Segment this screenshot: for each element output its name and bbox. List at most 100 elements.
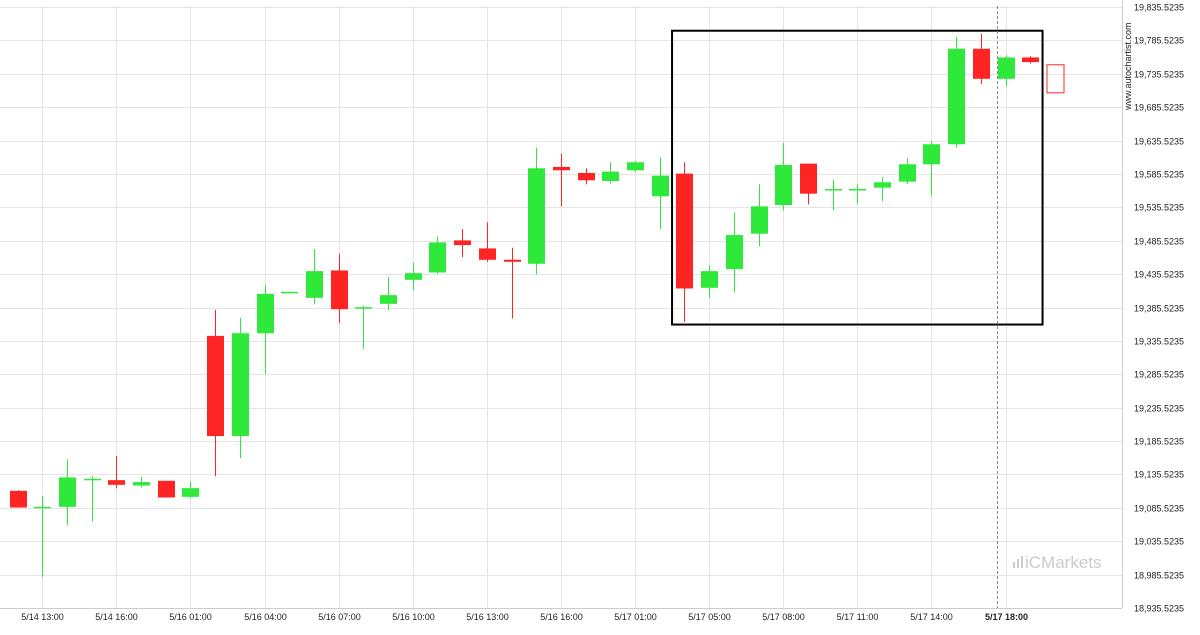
x-tick-label: 5/17 08:00 xyxy=(762,612,805,622)
brand-logo-text: iCMarkets xyxy=(1025,553,1102,572)
candle-body xyxy=(726,235,743,270)
candle-body xyxy=(553,166,570,171)
candle-up xyxy=(825,179,842,211)
candle-body xyxy=(627,162,644,171)
candle-body xyxy=(701,271,718,288)
candle-down xyxy=(800,163,817,205)
y-tick-label: 19,135.5235 xyxy=(1134,470,1184,480)
y-tick-label: 19,835.5235 xyxy=(1134,3,1184,13)
y-tick-label: 19,785.5235 xyxy=(1134,36,1184,46)
x-tick-label: 5/14 16:00 xyxy=(95,612,138,622)
y-tick-label: 19,035.5235 xyxy=(1134,537,1184,547)
projected-candle xyxy=(1046,64,1065,94)
x-tick-label: 5/14 13:00 xyxy=(21,612,64,622)
candle-down xyxy=(207,309,224,477)
candle-body xyxy=(281,291,298,294)
candle-up xyxy=(701,265,718,298)
candle-up xyxy=(306,249,323,305)
candle-body xyxy=(602,171,619,181)
candle-body xyxy=(504,259,521,262)
candle-body xyxy=(775,164,792,206)
candle-down xyxy=(454,229,471,258)
brand-logo: iCMarkets xyxy=(1013,553,1102,572)
x-tick-label: 5/17 11:00 xyxy=(837,612,879,622)
candle-body xyxy=(34,506,51,509)
y-tick-label: 19,735.5235 xyxy=(1134,70,1184,80)
y-tick-label: 19,685.5235 xyxy=(1134,103,1184,113)
candle-up xyxy=(923,140,940,197)
candle-body xyxy=(652,175,669,197)
candle-up xyxy=(652,157,669,230)
candle-body xyxy=(676,173,693,289)
candle-down xyxy=(973,34,990,85)
x-tick-label: 5/16 07:00 xyxy=(318,612,361,622)
candle-up xyxy=(751,184,768,247)
x-tick-label: 5/16 13:00 xyxy=(466,612,509,622)
candle-body xyxy=(84,478,101,481)
candle-body xyxy=(10,490,27,508)
x-tick-label: 5/17 18:00 xyxy=(985,612,1028,622)
candle-body xyxy=(825,188,842,191)
y-tick-label: 19,535.5235 xyxy=(1134,203,1184,213)
candle-up xyxy=(257,285,274,374)
candle-down xyxy=(10,490,27,508)
candle-up xyxy=(59,459,76,525)
candle-body xyxy=(998,57,1015,79)
candle-up xyxy=(429,236,446,274)
pattern-overlay xyxy=(671,6,1065,608)
x-tick-label: 5/16 10:00 xyxy=(392,612,435,622)
candle-body xyxy=(257,293,274,334)
candle-down xyxy=(158,480,175,498)
x-tick-label: 5/16 04:00 xyxy=(244,612,287,622)
candle-down xyxy=(676,162,693,322)
y-tick-label: 19,585.5235 xyxy=(1134,170,1184,180)
candle-up xyxy=(849,184,866,204)
y-tick-label: 19,085.5235 xyxy=(1134,504,1184,514)
candle-up xyxy=(602,162,619,184)
candle-body xyxy=(874,182,891,188)
candle-up xyxy=(627,160,644,173)
y-axis: 18,935.5235 18,985.5235 19,035.5235 19,085.… xyxy=(1134,3,1184,614)
candles xyxy=(10,34,1039,577)
y-tick-label: 18,985.5235 xyxy=(1134,571,1184,581)
candle-body xyxy=(849,188,866,191)
candle-body xyxy=(133,482,150,486)
candle-body xyxy=(207,335,224,437)
candle-body xyxy=(331,270,348,310)
candle-up xyxy=(133,476,150,488)
x-tick-label: 5/17 14:00 xyxy=(910,612,953,622)
candle-body xyxy=(429,242,446,273)
brand-logo-prefix: i xyxy=(1025,553,1029,572)
brand-logo-bar-2 xyxy=(1017,559,1019,568)
candle-body xyxy=(59,477,76,507)
y-tick-label: 19,635.5235 xyxy=(1134,137,1184,147)
candle-down xyxy=(504,247,521,319)
candle-up xyxy=(281,291,298,294)
x-tick-label: 5/17 05:00 xyxy=(688,612,731,622)
candle-up xyxy=(998,55,1015,87)
y-tick-label: 19,435.5235 xyxy=(1134,270,1184,280)
brand-logo-name: CMarkets xyxy=(1029,553,1102,572)
brand-logo-bar-1 xyxy=(1013,562,1015,568)
candle-body xyxy=(182,488,199,497)
candle-down xyxy=(479,222,496,262)
candle-body xyxy=(751,206,768,234)
candle-body xyxy=(973,48,990,79)
y-tick-label: 19,185.5235 xyxy=(1134,437,1184,447)
candle-down xyxy=(108,456,125,489)
candle-body xyxy=(306,271,323,298)
candle-up xyxy=(355,305,372,349)
x-tick-label: 5/16 01:00 xyxy=(169,612,212,622)
candle-body xyxy=(800,163,817,194)
candle-body xyxy=(454,240,471,246)
candle-up xyxy=(775,142,792,211)
candle-body xyxy=(923,144,940,165)
candle-down xyxy=(1022,56,1039,64)
candle-body xyxy=(948,48,965,145)
candle-body xyxy=(578,172,595,181)
x-tick-label: 5/16 16:00 xyxy=(540,612,583,622)
x-tick-label: 5/17 01:00 xyxy=(614,612,657,622)
candle-up xyxy=(84,476,101,522)
